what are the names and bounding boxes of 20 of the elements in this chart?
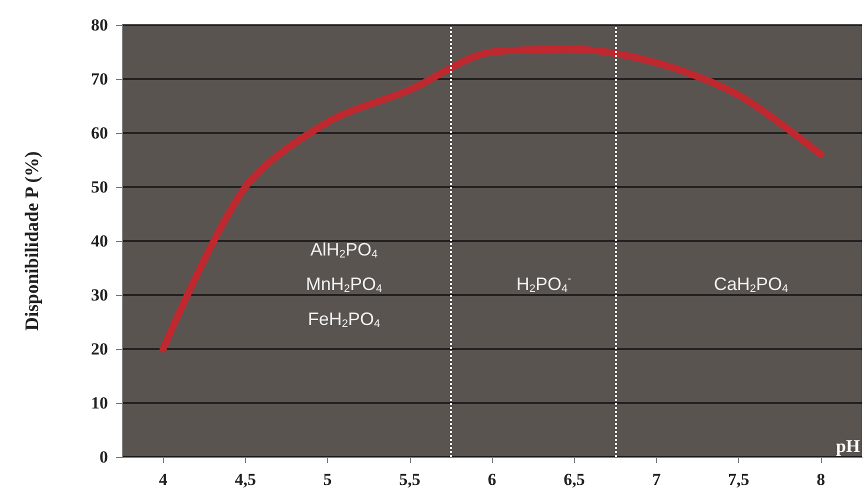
x-tick-label: 7,5 bbox=[728, 470, 750, 489]
y-tick-label: 50 bbox=[91, 178, 108, 196]
x-tick-label: 8 bbox=[816, 470, 826, 489]
y-tick-label: 10 bbox=[91, 394, 108, 412]
y-tick-label: 80 bbox=[91, 16, 108, 34]
x-tick-label: 4,5 bbox=[234, 470, 256, 489]
y-tick-label: 0 bbox=[100, 448, 108, 466]
x-axis-title: pH bbox=[836, 436, 860, 456]
y-tick-label: 70 bbox=[91, 70, 108, 88]
x-tick-label: 4 bbox=[158, 470, 168, 489]
x-tick-label: 5 bbox=[323, 470, 332, 489]
y-tick-label: 20 bbox=[91, 340, 108, 358]
x-tick-label: 7 bbox=[652, 470, 662, 489]
x-tick-label: 5,5 bbox=[399, 470, 420, 489]
y-axis-title: Disponibilidade P (%) bbox=[22, 151, 43, 331]
y-tick-label: 60 bbox=[91, 124, 108, 142]
x-tick-label: 6 bbox=[488, 470, 496, 489]
y-tick-label: 30 bbox=[91, 286, 108, 304]
y-tick-label: 40 bbox=[91, 232, 108, 250]
x-tick-label: 6,5 bbox=[564, 470, 585, 489]
